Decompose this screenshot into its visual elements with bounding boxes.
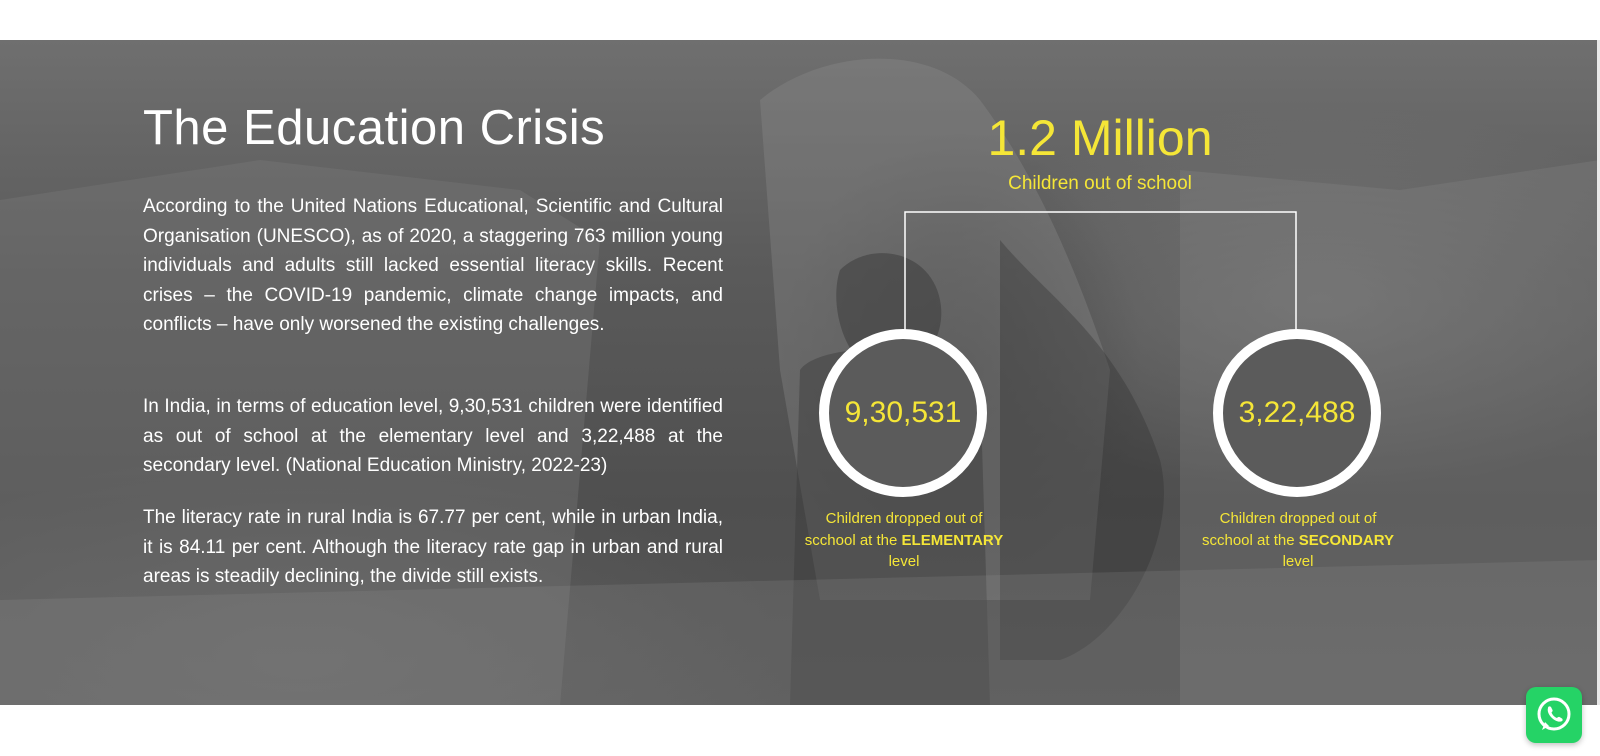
secondary-stat-caption: Children dropped out of scchool at the S… <box>1198 508 1398 573</box>
secondary-stat-value: 3,22,488 <box>1238 396 1356 429</box>
total-out-of-school-label: Children out of school <box>1008 173 1192 194</box>
elementary-stat-circle: 9,30,531 <box>819 329 987 497</box>
section-title: The Education Crisis <box>143 101 606 155</box>
paragraph-india-out-of-school: In India, in terms of education level, 9… <box>143 396 723 477</box>
elementary-caption-suffix: level <box>888 553 920 570</box>
secondary-caption-text: Children dropped out of scchool at the <box>1201 510 1377 549</box>
elementary-stat-caption: Children dropped out of scchool at the E… <box>804 508 1004 573</box>
elementary-caption-emphasis: ELEMENTARY <box>901 531 1004 549</box>
paragraph-unesco: According to the United Nations Educatio… <box>143 196 723 336</box>
whatsapp-chat-button[interactable] <box>1526 687 1582 743</box>
total-out-of-school-value: 1.2 Million <box>987 110 1213 166</box>
secondary-caption-emphasis: SECONDARY <box>1298 531 1395 549</box>
hero-section <box>0 40 1600 705</box>
elementary-stat-value: 9,30,531 <box>844 396 962 429</box>
whatsapp-icon <box>1537 697 1571 731</box>
secondary-caption-suffix: level <box>1282 553 1314 570</box>
elementary-caption-text: Children dropped out of scchool at the <box>804 510 983 549</box>
secondary-stat-circle: 3,22,488 <box>1213 329 1381 497</box>
page-scrollbar[interactable] <box>1597 40 1600 705</box>
paragraph-literacy-rate: The literacy rate in rural India is 67.7… <box>143 507 723 588</box>
